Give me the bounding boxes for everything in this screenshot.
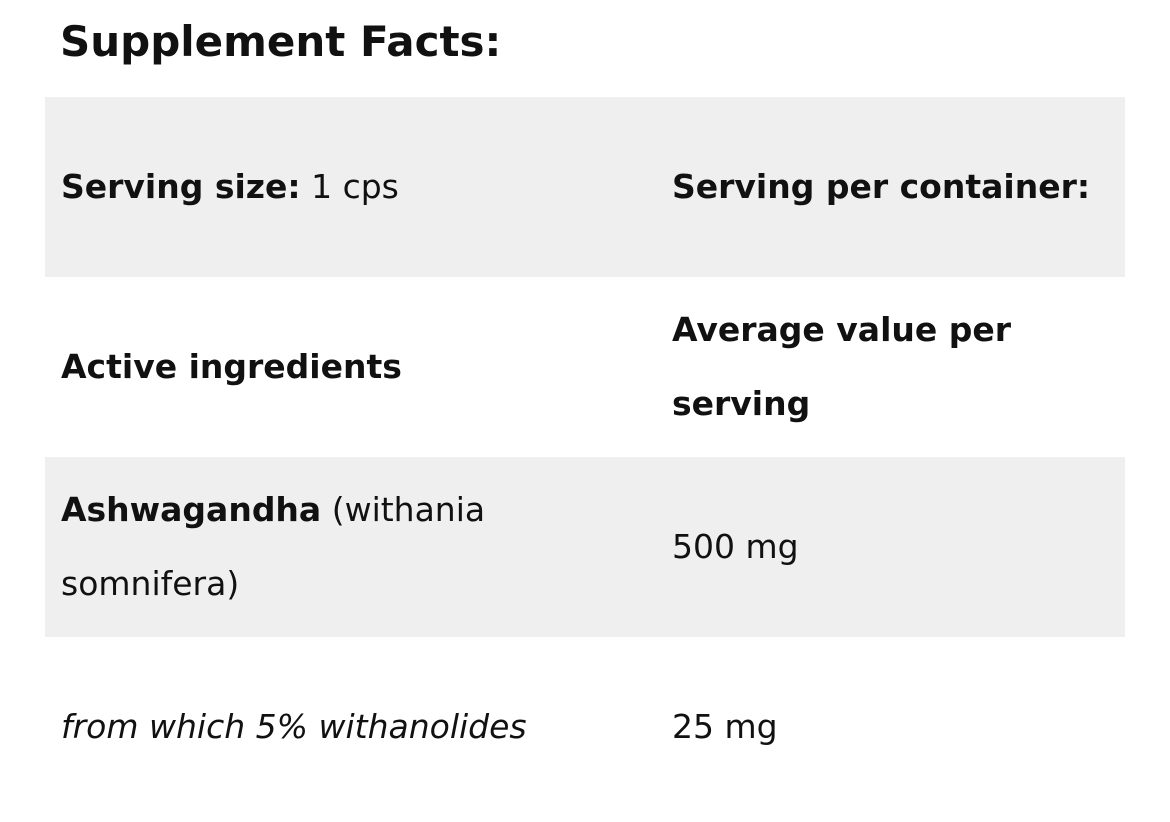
cell: 25 mg [656, 637, 1125, 817]
value: 1 cps [311, 167, 399, 206]
cell: Ashwagandha (withania somnifera) [45, 457, 656, 637]
row: Serving size: 1 cps Serving per containe… [45, 97, 1125, 277]
value: (withania somnifera) [61, 490, 486, 603]
cell: 500 mg [656, 457, 1125, 637]
cell: Active ingredients [45, 277, 656, 457]
label: Average value per serving [672, 310, 1012, 423]
cell: Serving size: 1 cps [45, 97, 656, 277]
value: from which 5% withanolides [61, 707, 527, 746]
title: Supplement Facts: [60, 17, 502, 66]
label: Active ingredients [61, 347, 402, 386]
row: from which 5% withanolides 25 mg [45, 637, 1125, 817]
supplement-table: Serving size: 1 cps Serving per containe… [45, 97, 1125, 817]
cell: Average value per serving [656, 277, 1125, 457]
value: 25 mg [672, 707, 778, 746]
row: Active ingredients Average value per ser… [45, 277, 1125, 457]
label: Serving size: [61, 167, 301, 206]
cell: Serving per container: [656, 97, 1125, 277]
label: Ashwagandha [61, 490, 322, 529]
label: Serving per container: [672, 167, 1091, 206]
cell: from which 5% withanolides [45, 637, 656, 817]
row: Ashwagandha (withania somnifera) 500 mg [45, 457, 1125, 637]
value: 500 mg [672, 527, 799, 566]
